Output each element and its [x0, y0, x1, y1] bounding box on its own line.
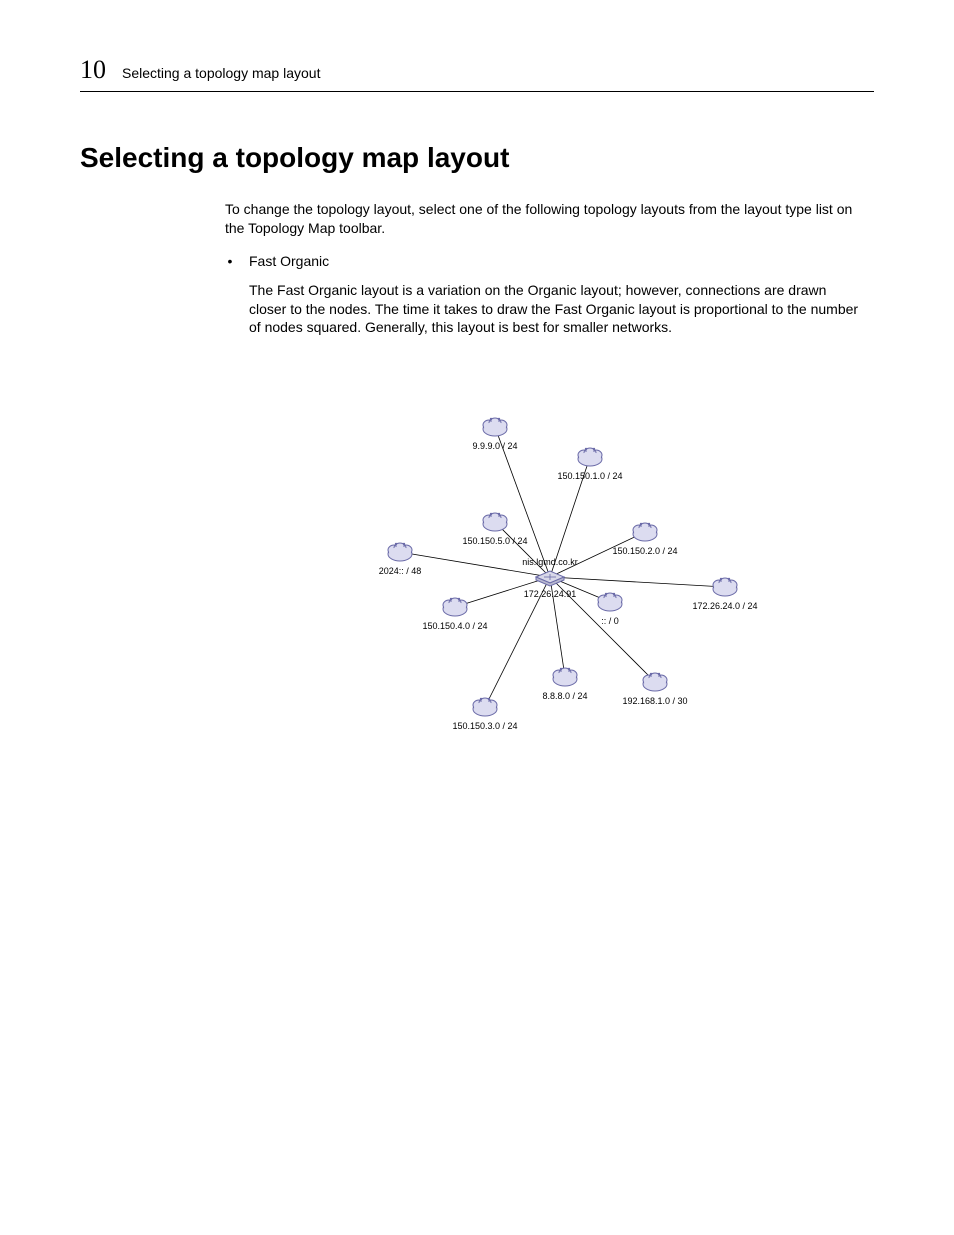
- cloud-icon: [553, 668, 577, 686]
- node-label: 192.168.1.0 / 30: [622, 696, 687, 706]
- cloud-node: 150.150.4.0 / 24: [422, 598, 487, 631]
- edge: [495, 522, 550, 577]
- node-label: 150.150.1.0 / 24: [557, 471, 622, 481]
- node-label: 150.150.2.0 / 24: [612, 546, 677, 556]
- node-label: 150.150.5.0 / 24: [462, 536, 527, 546]
- cloud-icon: [388, 543, 412, 561]
- node-label: 9.9.9.0 / 24: [472, 441, 517, 451]
- bullet-list: • Fast Organic The Fast Organic layout i…: [225, 252, 865, 338]
- cloud-icon: [633, 523, 657, 541]
- header-rule: [80, 91, 874, 92]
- cloud-node: 150.150.2.0 / 24: [612, 523, 677, 556]
- cloud-node: :: / 0: [598, 593, 622, 626]
- cloud-node: 150.150.1.0 / 24: [557, 448, 622, 481]
- bullet-marker: •: [225, 252, 235, 271]
- node-label: 172.26.24.91: [524, 589, 577, 599]
- cloud-node: 172.26.24.0 / 24: [692, 578, 757, 611]
- cloud-node: 8.8.8.0 / 24: [542, 668, 587, 701]
- cloud-node: 150.150.3.0 / 24: [452, 698, 517, 731]
- bullet-label: Fast Organic: [249, 252, 329, 271]
- intro-paragraph: To change the topology layout, select on…: [225, 200, 865, 238]
- node-label: 150.150.3.0 / 24: [452, 721, 517, 731]
- cloud-node: 150.150.5.0 / 24: [462, 513, 527, 546]
- nodes-layer: nis.lgmd.co.kr 172.26.24.91 9.9.9.0 / 24 15…: [379, 418, 758, 731]
- cloud-icon: [443, 598, 467, 616]
- node-label: nis.lgmd.co.kr: [522, 557, 578, 567]
- bullet-item: • Fast Organic: [225, 252, 865, 271]
- cloud-icon: [483, 418, 507, 436]
- cloud-icon: [713, 578, 737, 596]
- node-label: :: / 0: [601, 616, 619, 626]
- edge: [550, 577, 725, 587]
- bullet-description: The Fast Organic layout is a variation o…: [249, 281, 865, 338]
- node-label: 8.8.8.0 / 24: [542, 691, 587, 701]
- page-header: 10 Selecting a topology map layout: [80, 55, 874, 85]
- cloud-node: 9.9.9.0 / 24: [472, 418, 517, 451]
- edges-layer: [400, 427, 725, 707]
- cloud-node: 192.168.1.0 / 30: [622, 673, 687, 706]
- cloud-node: 2024:: / 48: [379, 543, 422, 576]
- running-title: Selecting a topology map layout: [122, 65, 320, 81]
- cloud-icon: [578, 448, 602, 466]
- page-title: Selecting a topology map layout: [80, 142, 874, 174]
- cloud-icon: [643, 673, 667, 691]
- node-label: 150.150.4.0 / 24: [422, 621, 487, 631]
- topology-diagram: nis.lgmd.co.kr 172.26.24.91 9.9.9.0 / 24 15…: [300, 377, 800, 772]
- network-svg: nis.lgmd.co.kr 172.26.24.91 9.9.9.0 / 24 15…: [300, 377, 800, 767]
- cloud-icon: [598, 593, 622, 611]
- router-icon: [536, 571, 564, 586]
- cloud-icon: [483, 513, 507, 531]
- cloud-icon: [473, 698, 497, 716]
- page: 10 Selecting a topology map layout Selec…: [0, 0, 954, 1235]
- node-label: 2024:: / 48: [379, 566, 422, 576]
- node-label: 172.26.24.0 / 24: [692, 601, 757, 611]
- chapter-number: 10: [80, 55, 106, 85]
